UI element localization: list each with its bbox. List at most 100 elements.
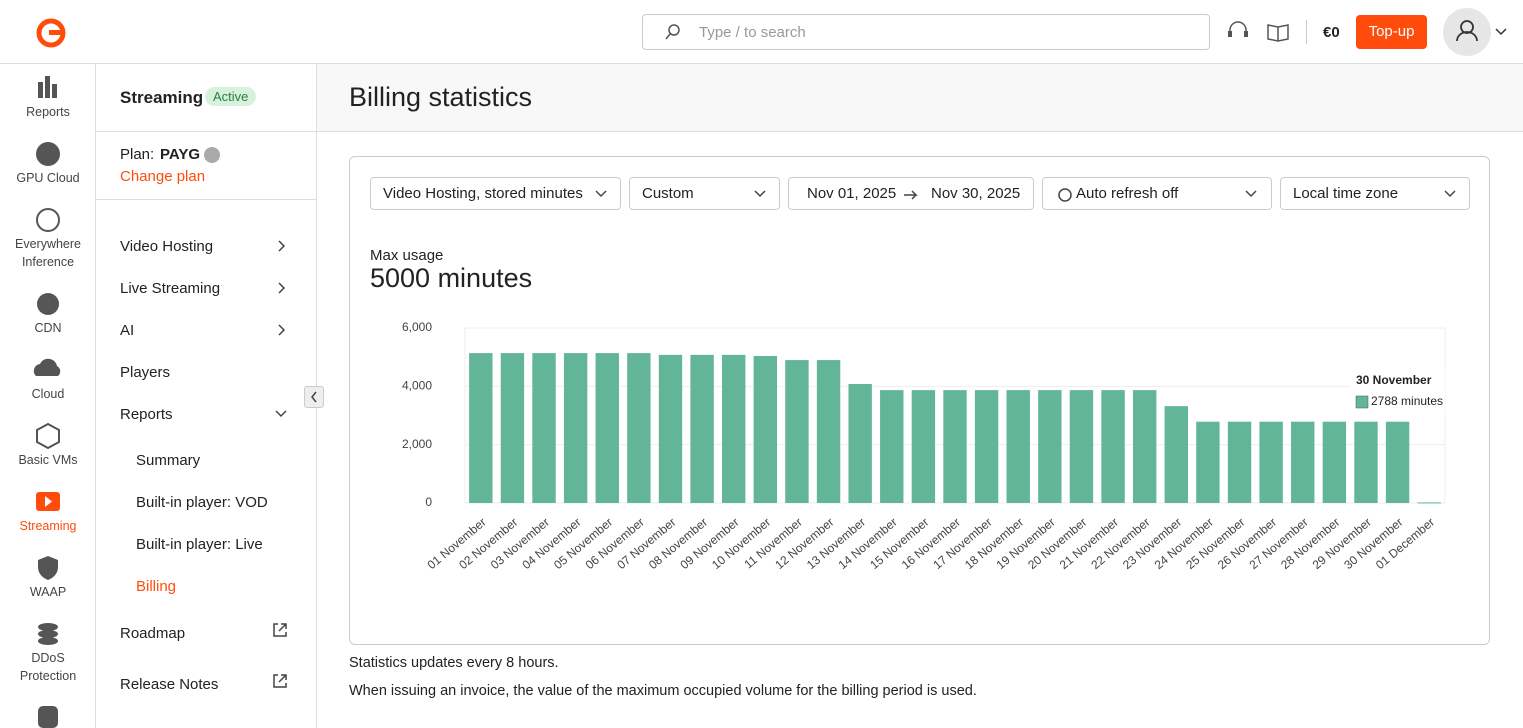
page-header xyxy=(317,64,1523,132)
sub-nav-item[interactable]: Billing xyxy=(136,578,177,595)
bar xyxy=(911,390,936,503)
status-badge: Active xyxy=(205,87,257,106)
period-select[interactable]: Custom xyxy=(629,177,780,210)
rail-item[interactable]: CDN xyxy=(34,321,62,335)
select-value: Video Hosting, stored minutes xyxy=(383,185,583,202)
rail-item[interactable]: GPU Cloud xyxy=(16,171,80,185)
tooltip-text: 2788 minutes xyxy=(1371,394,1443,408)
bar xyxy=(658,354,683,503)
nav-item[interactable]: Live Streaming xyxy=(120,280,221,297)
bar xyxy=(595,353,619,503)
rail-item[interactable]: Cloud xyxy=(31,387,65,401)
refresh-select[interactable]: Auto refresh off xyxy=(1042,177,1272,210)
bar xyxy=(1354,421,1378,503)
note: Statistics updates every 8 hours. xyxy=(349,655,559,671)
external-link[interactable]: Roadmap xyxy=(120,625,186,642)
nav-item[interactable]: AI xyxy=(120,322,135,339)
timezone-select[interactable]: Local time zone xyxy=(1280,177,1470,210)
bar xyxy=(1006,390,1030,503)
y-tick-label: 4,000 xyxy=(402,379,432,393)
rail-item[interactable]: DDoS Protection xyxy=(19,651,77,683)
bar xyxy=(753,356,778,503)
chevrons xyxy=(275,240,287,418)
bar xyxy=(1259,421,1283,503)
bar xyxy=(974,390,999,503)
sub-nav-item[interactable]: Summary xyxy=(136,452,201,469)
note: When issuing an invoice, the value of th… xyxy=(349,683,977,699)
external-link[interactable]: Release Notes xyxy=(120,676,219,693)
logo[interactable] xyxy=(36,18,66,48)
bar xyxy=(1101,390,1125,503)
nav-item[interactable]: Video Hosting xyxy=(120,238,214,255)
rail-item[interactable]: Everywhere Inference xyxy=(15,237,81,269)
divider xyxy=(1306,20,1307,44)
select-icons xyxy=(595,188,1456,202)
select-value: Custom xyxy=(642,185,694,202)
page-title: Billing statistics xyxy=(349,82,533,112)
bar xyxy=(627,353,651,503)
collapse-button[interactable] xyxy=(304,386,324,408)
bar xyxy=(1385,421,1410,503)
plan-label: Plan: xyxy=(120,146,155,163)
top-bar xyxy=(0,0,1523,64)
bar xyxy=(816,360,841,503)
nav-item[interactable]: Reports xyxy=(120,406,173,423)
select-value: Auto refresh off xyxy=(1076,185,1179,202)
sidebar-title: Streaming xyxy=(120,88,204,107)
bar xyxy=(1417,502,1441,504)
external-icons xyxy=(273,623,287,688)
info-icon[interactable] xyxy=(204,147,220,163)
bar xyxy=(785,360,809,503)
tooltip-swatch xyxy=(1355,395,1369,409)
bar xyxy=(500,353,525,503)
select-value: Local time zone xyxy=(1293,185,1399,202)
change-plan-link[interactable]: Change plan xyxy=(120,168,206,185)
bar xyxy=(1196,421,1220,503)
tooltip-title: 30 November xyxy=(1356,373,1432,387)
bar xyxy=(1038,390,1062,503)
bar xyxy=(1322,421,1347,503)
bar xyxy=(722,354,746,503)
plan-name: PAYG xyxy=(160,146,201,163)
divider xyxy=(96,131,316,132)
search-placeholder: Type / to search xyxy=(699,24,806,41)
help-icons[interactable] xyxy=(1226,20,1296,44)
bar xyxy=(880,390,904,503)
topup-button[interactable]: Top-up xyxy=(1356,15,1427,49)
y-tick-label: 0 xyxy=(425,495,432,509)
bar xyxy=(1132,390,1157,503)
rail-item[interactable]: Reports xyxy=(26,105,70,119)
max-usage-value: 5000 minutes xyxy=(370,263,533,293)
rail-item[interactable]: Streaming xyxy=(19,519,77,533)
search-box[interactable] xyxy=(642,14,1210,50)
date-to: Nov 30, 2025 xyxy=(931,185,1021,202)
user-menu[interactable] xyxy=(1443,8,1513,56)
rail-border xyxy=(95,64,96,728)
y-tick-label: 2,000 xyxy=(402,437,432,451)
bar xyxy=(690,354,714,503)
sub-nav-item[interactable]: Built-in player: Live xyxy=(136,536,263,553)
max-usage-label: Max usage xyxy=(370,247,444,264)
divider xyxy=(96,199,316,200)
bar xyxy=(532,353,556,503)
date-from: Nov 01, 2025 xyxy=(807,185,897,202)
date-range[interactable]: Nov 01, 2025 Nov 30, 2025 xyxy=(788,177,1034,210)
card xyxy=(349,156,1490,645)
bar xyxy=(1069,390,1094,503)
collapse-icon xyxy=(311,391,317,403)
bar xyxy=(469,353,493,503)
rail-item[interactable]: Basic VMs xyxy=(18,453,78,467)
search-icon xyxy=(665,24,680,40)
sub-nav-item[interactable]: Built-in player: VOD xyxy=(136,494,268,511)
bar xyxy=(563,353,588,503)
rail-icons xyxy=(33,76,61,728)
bar xyxy=(1291,421,1315,503)
bar xyxy=(1227,421,1252,503)
nav-item[interactable]: Players xyxy=(120,364,171,381)
metric-select[interactable]: Video Hosting, stored minutes xyxy=(370,177,621,210)
rail-item[interactable]: WAAP xyxy=(29,585,67,599)
bar xyxy=(848,384,872,503)
balance: €0 xyxy=(1323,24,1340,41)
